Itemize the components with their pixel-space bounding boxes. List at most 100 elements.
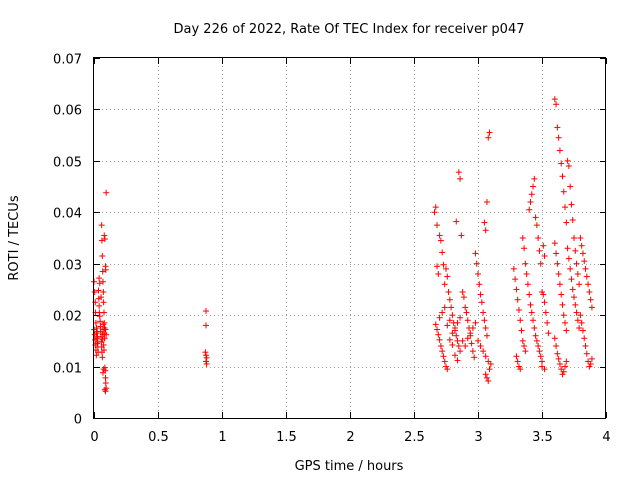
data-point [471, 354, 478, 361]
x-tick-label: 4 [602, 430, 610, 445]
data-point [451, 352, 458, 359]
data-point [453, 218, 460, 225]
data-point [476, 281, 483, 288]
data-point [98, 294, 105, 301]
data-point [513, 353, 520, 360]
data-point [528, 309, 535, 316]
data-point [512, 276, 519, 283]
data-point [439, 249, 446, 256]
data-point [564, 157, 571, 164]
data-point [559, 173, 566, 180]
data-point [98, 222, 105, 229]
data-point [472, 250, 479, 257]
data-point [579, 250, 586, 257]
data-point [486, 366, 493, 373]
data-point [558, 291, 565, 298]
data-point [482, 325, 489, 331]
data-point [451, 325, 458, 331]
data-point [513, 286, 520, 293]
data-point [485, 377, 492, 384]
data-point [562, 363, 569, 370]
data-point [558, 160, 565, 167]
data-point [585, 358, 592, 365]
plot-frame [93, 57, 606, 419]
data-point [526, 291, 533, 298]
y-tick-label: 0.04 [53, 207, 82, 222]
data-point [574, 317, 581, 324]
data-point [103, 385, 110, 392]
data-point [100, 341, 107, 348]
data-point [454, 337, 461, 344]
data-point [581, 335, 588, 342]
data-point [541, 366, 548, 373]
data-point [555, 355, 562, 362]
data-point [572, 247, 579, 254]
data-point [454, 319, 461, 326]
data-point [475, 337, 481, 344]
data-point [469, 348, 476, 355]
data-point [102, 374, 109, 381]
data-point [432, 321, 439, 328]
data-point [527, 199, 534, 205]
data-point [573, 260, 580, 267]
data-point [521, 245, 528, 252]
data-point [576, 325, 583, 331]
data-point [559, 301, 566, 308]
data-point [551, 96, 558, 103]
y-tick-label: 0.06 [53, 104, 82, 119]
data-point [100, 347, 107, 354]
data-point [439, 309, 446, 316]
data-point [462, 343, 469, 349]
data-point [464, 335, 471, 342]
data-point [99, 253, 106, 259]
data-point [581, 258, 588, 265]
data-point [556, 147, 563, 154]
data-point [453, 332, 460, 339]
y-tick-label: 0 [74, 413, 82, 428]
data-point [457, 348, 464, 355]
data-point [102, 388, 109, 395]
data-point [555, 271, 562, 277]
data-point [95, 287, 102, 294]
data-point [536, 247, 543, 254]
data-point [578, 319, 585, 326]
data-point [482, 227, 489, 234]
data-point [485, 358, 492, 365]
data-point [565, 255, 572, 262]
data-point [530, 317, 537, 324]
data-point [102, 266, 109, 273]
data-point [553, 343, 560, 349]
data-point [563, 358, 570, 365]
data-point [544, 319, 551, 326]
data-point [99, 268, 106, 275]
data-point [551, 240, 558, 247]
data-point [100, 309, 107, 316]
data-point [477, 291, 484, 298]
data-point [99, 369, 106, 376]
data-point [551, 335, 558, 342]
data-point [528, 191, 535, 198]
x-tick-label: 2.5 [404, 430, 425, 445]
data-point [100, 366, 107, 373]
data-point [101, 386, 108, 393]
data-point [472, 319, 479, 326]
data-point [553, 250, 560, 257]
data-point [531, 325, 538, 331]
data-point [436, 314, 443, 321]
data-point [587, 361, 594, 367]
data-point [444, 322, 451, 329]
data-point [523, 271, 530, 277]
data-point [522, 348, 529, 355]
data-point [574, 271, 581, 277]
data-point [99, 354, 106, 361]
data-point [567, 265, 574, 272]
data-point [449, 341, 456, 348]
data-point [554, 260, 561, 267]
data-point [448, 304, 455, 311]
x-tick-label: 1 [218, 430, 226, 445]
data-point [533, 337, 540, 344]
data-point [96, 313, 103, 320]
data-point [510, 265, 517, 272]
data-point [553, 101, 560, 108]
